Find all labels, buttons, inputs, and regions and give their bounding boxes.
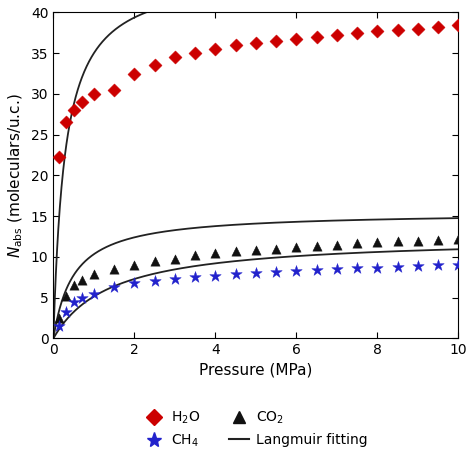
Point <box>455 21 462 28</box>
Point <box>90 270 98 278</box>
Point <box>130 261 138 269</box>
Point <box>70 298 77 306</box>
Point <box>434 24 442 31</box>
Point <box>374 238 381 246</box>
Point <box>434 262 442 269</box>
Point <box>455 235 462 243</box>
Point <box>353 239 361 247</box>
Point <box>414 237 421 244</box>
Point <box>191 274 199 281</box>
Point <box>313 242 320 249</box>
Point <box>353 29 361 37</box>
Point <box>78 294 85 301</box>
Point <box>333 241 341 249</box>
Point <box>62 292 69 300</box>
Point <box>151 257 158 265</box>
Point <box>252 247 260 254</box>
Point <box>62 119 69 126</box>
Point <box>313 266 320 274</box>
Point <box>232 247 239 255</box>
Point <box>211 45 219 53</box>
Point <box>171 275 179 282</box>
Point <box>110 283 118 291</box>
Point <box>333 266 341 273</box>
X-axis label: Pressure (MPa): Pressure (MPa) <box>199 363 312 378</box>
Point <box>110 266 118 273</box>
Point <box>414 262 421 270</box>
Point <box>292 35 300 42</box>
Point <box>272 245 280 252</box>
Point <box>333 31 341 39</box>
Point <box>78 276 85 283</box>
Point <box>151 277 158 284</box>
Point <box>292 267 300 274</box>
Point <box>211 272 219 279</box>
Point <box>55 314 63 322</box>
Point <box>313 33 320 40</box>
Point <box>374 264 381 271</box>
Point <box>252 39 260 47</box>
Point <box>90 90 98 98</box>
Point <box>191 251 199 259</box>
Point <box>394 238 401 245</box>
Legend: H$_2$O, CH$_4$, CO$_2$, Langmuir fitting: H$_2$O, CH$_4$, CO$_2$, Langmuir fitting <box>138 404 374 455</box>
Point <box>374 27 381 35</box>
Point <box>292 243 300 251</box>
Point <box>55 154 63 161</box>
Point <box>211 249 219 257</box>
Point <box>272 268 280 275</box>
Point <box>90 290 98 298</box>
Point <box>78 98 85 106</box>
Point <box>232 41 239 49</box>
Point <box>130 279 138 287</box>
Point <box>70 282 77 289</box>
Point <box>171 255 179 262</box>
Point <box>455 261 462 269</box>
Point <box>414 25 421 32</box>
Point <box>232 270 239 278</box>
Y-axis label: $N_{\mathrm{abs}}$ (moleculars/u.c.): $N_{\mathrm{abs}}$ (moleculars/u.c.) <box>7 93 25 258</box>
Point <box>394 26 401 33</box>
Point <box>353 265 361 272</box>
Point <box>272 37 280 45</box>
Point <box>110 86 118 94</box>
Point <box>434 236 442 243</box>
Point <box>394 263 401 270</box>
Point <box>70 107 77 114</box>
Point <box>130 70 138 78</box>
Point <box>252 269 260 277</box>
Point <box>171 54 179 61</box>
Point <box>62 308 69 315</box>
Point <box>191 49 199 57</box>
Point <box>55 322 63 330</box>
Point <box>151 62 158 69</box>
